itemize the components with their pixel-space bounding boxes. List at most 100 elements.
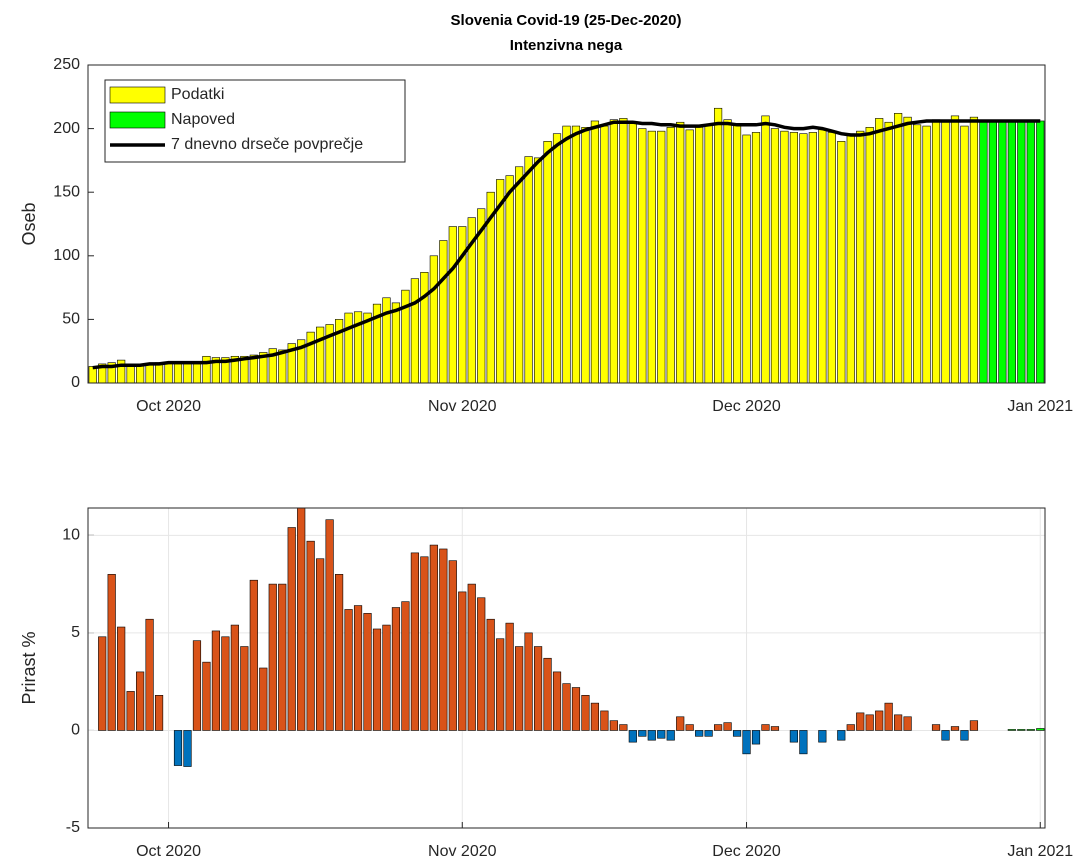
y-tick-label: 0 — [71, 374, 80, 391]
bar — [98, 636, 107, 731]
bar — [714, 724, 723, 731]
bar — [818, 128, 827, 384]
legend-label: Napoved — [171, 111, 235, 128]
plot-frame — [87, 64, 1046, 384]
bar — [1026, 120, 1035, 384]
bar — [865, 127, 874, 384]
bar — [638, 128, 647, 384]
bar — [335, 319, 344, 384]
bar — [723, 119, 732, 384]
bar — [732, 730, 742, 737]
bar — [391, 302, 401, 384]
bar — [619, 724, 628, 731]
bar — [410, 278, 419, 384]
bar — [950, 726, 960, 731]
bar — [941, 730, 950, 741]
bar — [666, 127, 675, 384]
bar — [1036, 120, 1045, 384]
bar — [685, 724, 694, 731]
bar — [136, 671, 145, 731]
bar — [211, 630, 221, 731]
bar — [287, 527, 296, 731]
y-tick-label: 5 — [71, 624, 80, 641]
bar — [448, 560, 457, 731]
bar — [789, 730, 798, 743]
bar — [154, 362, 164, 384]
bar — [581, 127, 590, 384]
bar — [714, 107, 723, 384]
bar — [884, 702, 893, 731]
bar — [827, 132, 836, 384]
bar — [401, 601, 410, 731]
bar — [515, 646, 524, 731]
bar — [931, 119, 941, 384]
bar — [619, 118, 628, 384]
bar — [600, 710, 609, 731]
bar — [571, 125, 581, 384]
bar — [808, 132, 817, 384]
bar — [126, 691, 135, 731]
bar — [477, 597, 486, 731]
bar — [600, 125, 609, 384]
bar — [761, 724, 770, 731]
bar — [335, 574, 344, 731]
bar — [590, 120, 600, 384]
bar — [770, 726, 780, 731]
bar — [183, 730, 192, 767]
legend-label: Podatki — [171, 86, 224, 103]
bar — [533, 157, 543, 384]
bar — [382, 624, 391, 731]
bar — [278, 583, 287, 731]
bar — [770, 128, 780, 384]
bar — [676, 121, 685, 384]
bar — [751, 132, 761, 384]
legend-label: 7 dnevno drseče povprečje — [171, 136, 363, 153]
bar — [799, 730, 808, 755]
bar — [799, 133, 808, 384]
bar — [875, 118, 884, 384]
bar — [865, 714, 874, 731]
bar — [647, 130, 656, 384]
bar — [1007, 120, 1016, 384]
legend-swatch — [109, 86, 166, 104]
bar — [912, 124, 922, 384]
bar — [628, 121, 637, 384]
bar — [543, 141, 552, 384]
bar — [410, 552, 419, 731]
x-tick-label: Dec 2020 — [712, 398, 781, 415]
bar — [742, 730, 751, 755]
bar — [363, 613, 372, 731]
bar — [742, 134, 751, 384]
bar — [903, 716, 912, 731]
bar — [1036, 728, 1045, 731]
bar — [107, 574, 116, 731]
bar — [657, 730, 666, 739]
bar — [875, 710, 884, 731]
bar — [732, 123, 742, 384]
bar — [884, 121, 893, 384]
bar — [1007, 729, 1016, 731]
bar — [154, 695, 164, 731]
bar — [391, 607, 401, 731]
bar — [448, 226, 457, 384]
bar — [571, 687, 581, 731]
bar — [931, 724, 941, 731]
x-tick-label: Dec 2020 — [712, 843, 781, 859]
bar — [486, 618, 495, 731]
bar — [837, 730, 846, 741]
plot-frame — [87, 507, 1046, 829]
x-tick-label: Oct 2020 — [136, 398, 201, 415]
x-tick-label: Nov 2020 — [428, 843, 497, 859]
y-axis-label: Prirast % — [19, 631, 39, 704]
bar — [695, 127, 704, 384]
bar — [609, 720, 618, 731]
bar — [685, 129, 694, 384]
bar — [183, 363, 192, 384]
bar — [657, 130, 666, 384]
bar — [960, 730, 969, 741]
bar — [1017, 120, 1026, 384]
x-tick-label: Oct 2020 — [136, 843, 201, 859]
bar — [562, 125, 571, 384]
bar — [249, 579, 258, 731]
